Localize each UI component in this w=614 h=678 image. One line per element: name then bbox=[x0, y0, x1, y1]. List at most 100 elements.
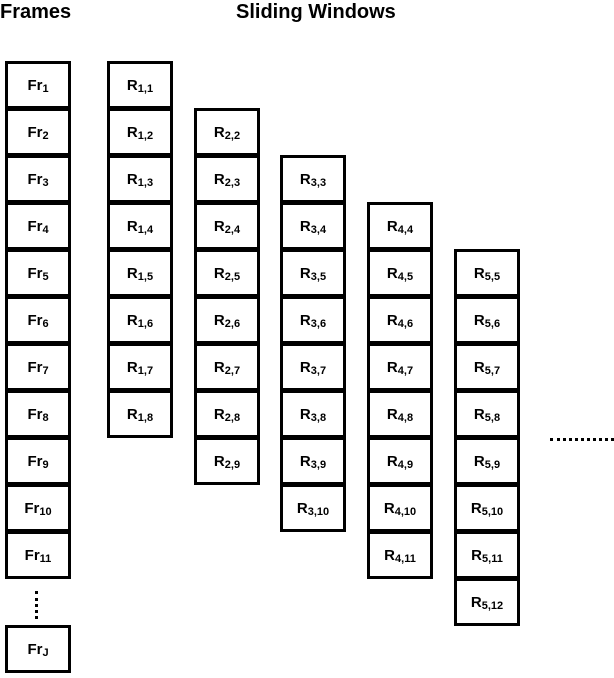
window-cell-1-5: R 1,5 bbox=[107, 249, 173, 297]
window-cell-2-5-index: 2,5 bbox=[224, 271, 241, 283]
window-cell-4-4-label: R bbox=[386, 217, 398, 235]
window-cell-5-5-index: 5,5 bbox=[484, 271, 501, 283]
window-cell-2-7-label: R bbox=[213, 358, 225, 376]
window-cell-3-9-label: R bbox=[299, 452, 311, 470]
frame-cell-4: Fr 4 bbox=[5, 202, 71, 250]
window-cell-5-10-label: R bbox=[470, 499, 482, 517]
frame-cell-9-label: Fr bbox=[27, 452, 43, 470]
frame-cell-9: Fr 9 bbox=[5, 437, 71, 485]
frame-cell-1-label: Fr bbox=[27, 76, 43, 94]
window-cell-5-10: R 5,10 bbox=[454, 484, 520, 532]
window-cell-5-5-label: R bbox=[473, 264, 485, 282]
window-cell-4-8-index: 4,8 bbox=[397, 412, 414, 424]
window-cell-5-12: R 5,12 bbox=[454, 578, 520, 626]
window-cell-4-10-index: 4,10 bbox=[394, 506, 417, 518]
window-cell-4-11-index: 4,11 bbox=[395, 553, 416, 565]
window-cell-2-6-label: R bbox=[213, 311, 225, 329]
frames-heading: Frames bbox=[0, 1, 72, 23]
window-cell-3-5: R 3,5 bbox=[280, 249, 346, 297]
window-cell-3-10-index: 3,10 bbox=[307, 506, 330, 518]
window-cell-1-7-label: R bbox=[126, 358, 138, 376]
frame-cell-6-index: 6 bbox=[42, 318, 49, 330]
frame-cell-1-index: 1 bbox=[42, 83, 49, 95]
window-cell-4-10-label: R bbox=[383, 499, 395, 517]
window-cell-3-3-index: 3,3 bbox=[310, 177, 327, 189]
window-cell-4-8: R 4,8 bbox=[367, 390, 433, 438]
window-cell-3-7-index: 3,7 bbox=[310, 365, 327, 377]
window-cell-2-6-index: 2,6 bbox=[224, 318, 241, 330]
frame-cell-10: Fr 10 bbox=[5, 484, 71, 532]
window-cell-5-12-index: 5,12 bbox=[481, 600, 504, 612]
frame-cell-8-index: 8 bbox=[42, 412, 49, 424]
window-cell-2-4-index: 2,4 bbox=[224, 224, 241, 236]
frame-cell-5: Fr 5 bbox=[5, 249, 71, 297]
window-cell-3-5-label: R bbox=[299, 264, 311, 282]
window-cell-4-9-index: 4,9 bbox=[397, 459, 414, 471]
window-cell-1-2-index: 1,2 bbox=[137, 130, 154, 142]
frame-cell-11-index: 11 bbox=[39, 553, 52, 565]
frame-cell-3-index: 3 bbox=[42, 177, 49, 189]
frame-cell-1: Fr 1 bbox=[5, 61, 71, 109]
window-cell-3-5-index: 3,5 bbox=[310, 271, 327, 283]
window-cell-2-8-index: 2,8 bbox=[224, 412, 241, 424]
window-cell-1-1-index: 1,1 bbox=[137, 83, 154, 95]
frame-cell-last-index: J bbox=[42, 647, 49, 659]
window-cell-1-7: R 1,7 bbox=[107, 343, 173, 391]
window-cell-1-6-label: R bbox=[126, 311, 138, 329]
window-cell-5-7-index: 5,7 bbox=[484, 365, 501, 377]
window-cell-5-8: R 5,8 bbox=[454, 390, 520, 438]
window-cell-5-9-label: R bbox=[473, 452, 485, 470]
window-cell-3-8-label: R bbox=[299, 405, 311, 423]
window-cell-2-9-label: R bbox=[213, 452, 225, 470]
window-cell-1-5-index: 1,5 bbox=[137, 271, 154, 283]
window-cell-2-3: R 2,3 bbox=[194, 155, 260, 203]
window-cell-5-11: R 5,11 bbox=[454, 531, 520, 579]
window-cell-3-3: R 3,3 bbox=[280, 155, 346, 203]
window-cell-4-7: R 4,7 bbox=[367, 343, 433, 391]
window-cell-4-9-label: R bbox=[386, 452, 398, 470]
window-cell-3-9-index: 3,9 bbox=[310, 459, 327, 471]
window-cell-4-11-label: R bbox=[384, 546, 396, 564]
window-cell-3-7-label: R bbox=[299, 358, 311, 376]
window-cell-4-9: R 4,9 bbox=[367, 437, 433, 485]
frame-cell-10-index: 10 bbox=[39, 506, 52, 518]
window-cell-5-8-index: 5,8 bbox=[484, 412, 501, 424]
window-cell-2-6: R 2,6 bbox=[194, 296, 260, 344]
window-cell-1-4-index: 1,4 bbox=[137, 224, 154, 236]
window-cell-4-4: R 4,4 bbox=[367, 202, 433, 250]
window-cell-1-1-label: R bbox=[126, 76, 138, 94]
window-cell-5-7-label: R bbox=[473, 358, 485, 376]
window-cell-3-4: R 3,4 bbox=[280, 202, 346, 250]
window-cell-5-5: R 5,5 bbox=[454, 249, 520, 297]
window-cell-2-2-index: 2,2 bbox=[224, 130, 241, 142]
frame-cell-5-index: 5 bbox=[42, 271, 49, 283]
window-cell-1-3: R 1,3 bbox=[107, 155, 173, 203]
window-cell-1-2-label: R bbox=[126, 123, 138, 141]
window-cell-5-10-index: 5,10 bbox=[481, 506, 504, 518]
window-cell-5-6: R 5,6 bbox=[454, 296, 520, 344]
window-cell-5-8-label: R bbox=[473, 405, 485, 423]
window-cell-4-5-label: R bbox=[386, 264, 398, 282]
window-cell-5-12-label: R bbox=[470, 593, 482, 611]
frame-cell-4-index: 4 bbox=[42, 224, 49, 236]
frames-ellipsis-vertical bbox=[35, 591, 38, 619]
frame-cell-7-label: Fr bbox=[27, 358, 43, 376]
frame-cell-6-label: Fr bbox=[27, 311, 43, 329]
window-cell-5-11-label: R bbox=[471, 546, 483, 564]
window-cell-1-3-index: 1,3 bbox=[137, 177, 154, 189]
window-cell-1-8-label: R bbox=[126, 405, 138, 423]
window-cell-5-11-index: 5,11 bbox=[482, 553, 503, 565]
window-cell-5-6-index: 5,6 bbox=[484, 318, 501, 330]
window-cell-1-7-index: 1,7 bbox=[137, 365, 154, 377]
window-cell-2-2-label: R bbox=[213, 123, 225, 141]
window-cell-4-8-label: R bbox=[386, 405, 398, 423]
window-cell-4-7-label: R bbox=[386, 358, 398, 376]
window-cell-1-5-label: R bbox=[126, 264, 138, 282]
frame-cell-3-label: Fr bbox=[27, 170, 43, 188]
frame-cell-last: Fr J bbox=[5, 625, 71, 673]
window-cell-4-5: R 4,5 bbox=[367, 249, 433, 297]
window-cell-1-6-index: 1,6 bbox=[137, 318, 154, 330]
window-cell-4-6: R 4,6 bbox=[367, 296, 433, 344]
window-cell-2-2: R 2,2 bbox=[194, 108, 260, 156]
frame-cell-2-index: 2 bbox=[42, 130, 49, 142]
